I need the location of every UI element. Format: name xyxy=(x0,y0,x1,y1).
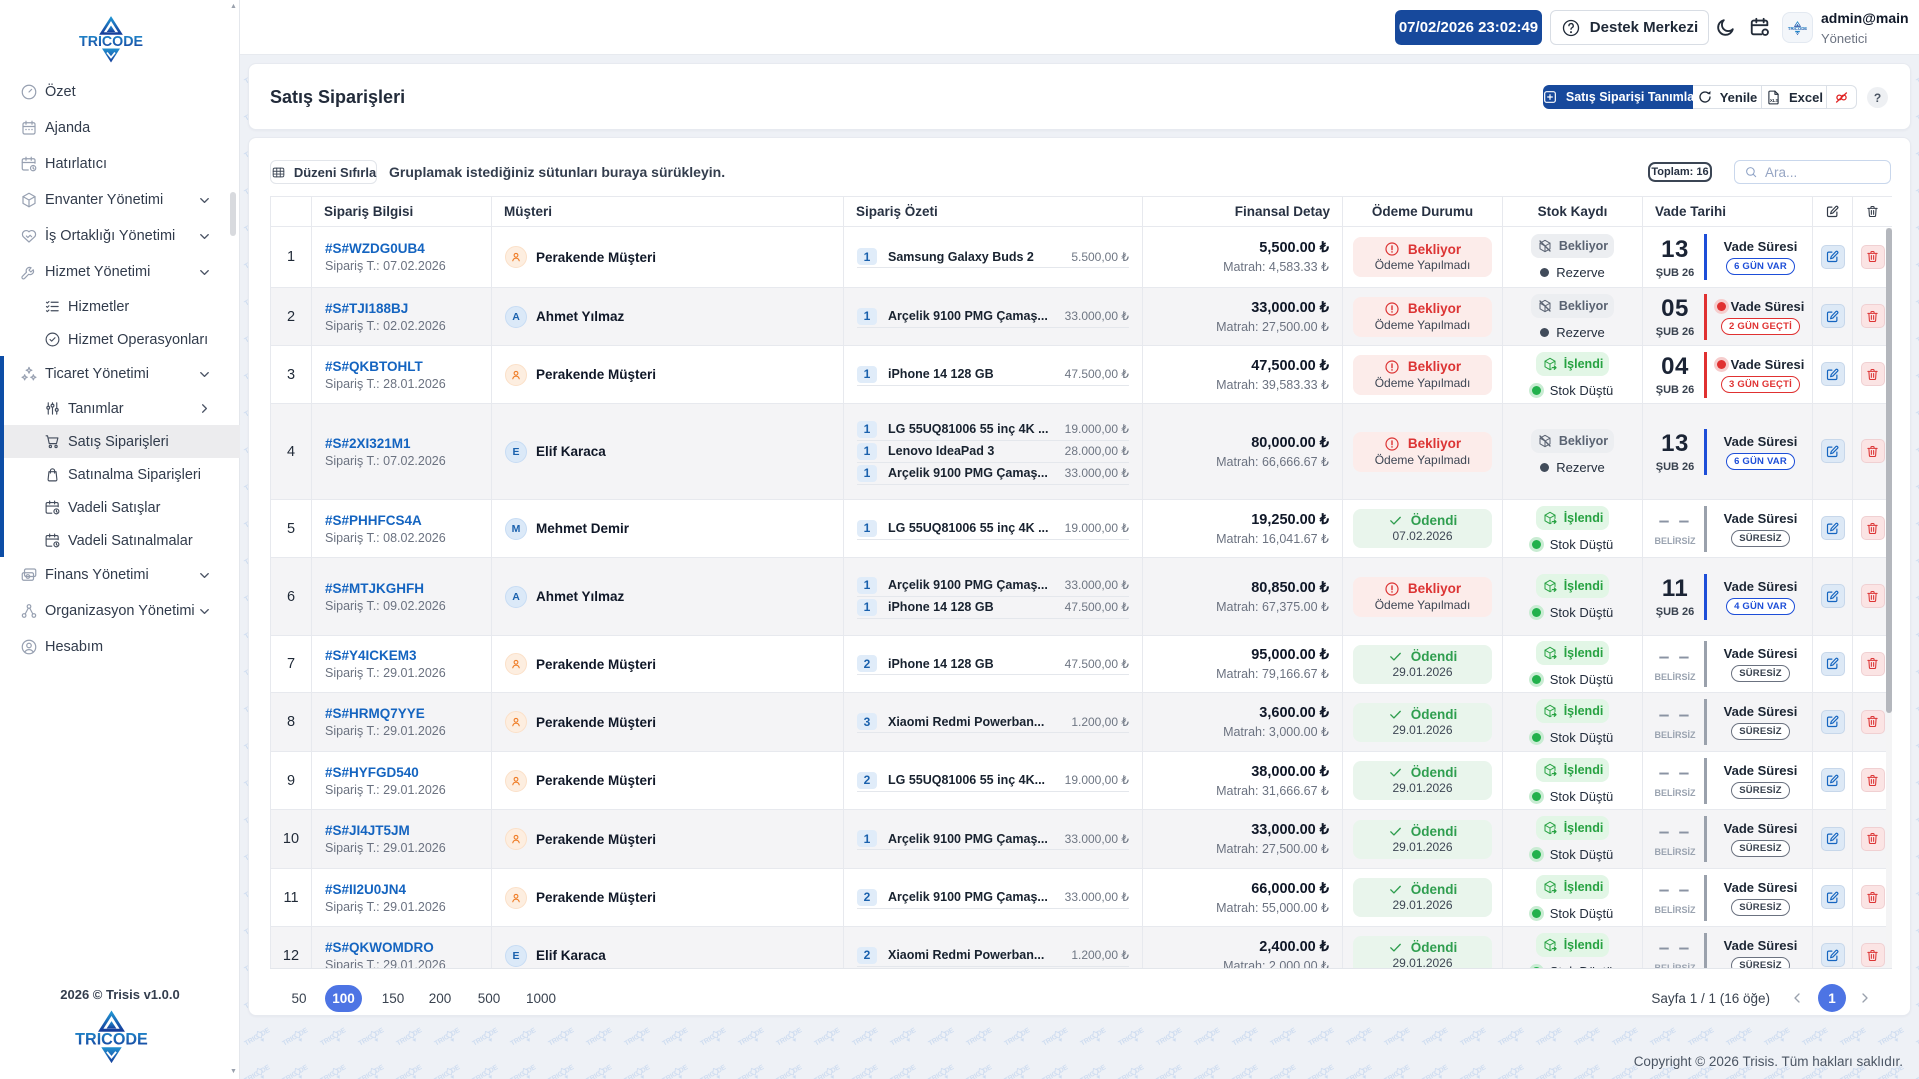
svg-text:TRICODE: TRICODE xyxy=(75,1029,148,1048)
svg-text:TRICODE: TRICODE xyxy=(1788,26,1807,31)
svg-text:XLS: XLS xyxy=(1770,97,1779,102)
svg-text:TRICODE: TRICODE xyxy=(79,33,143,50)
